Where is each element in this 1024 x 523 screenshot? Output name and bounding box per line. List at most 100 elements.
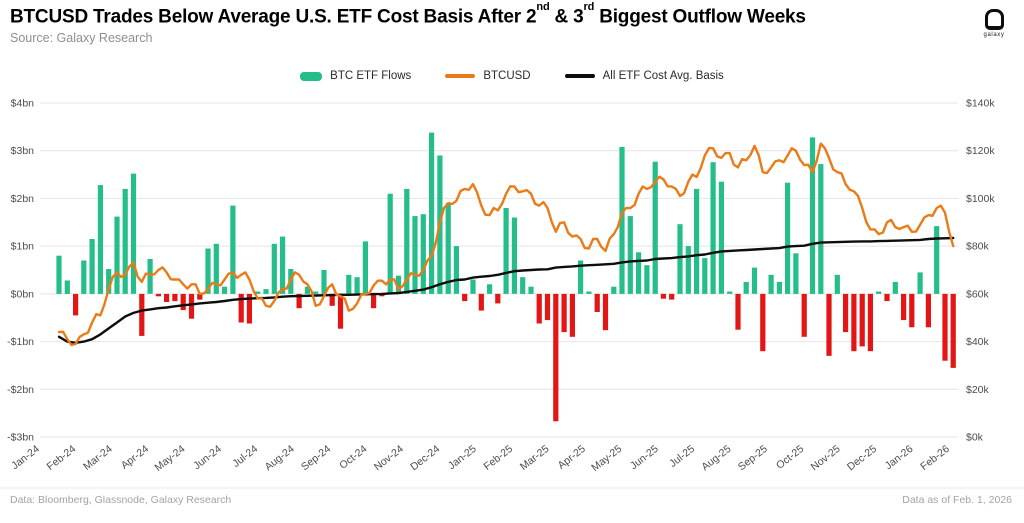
flow-bar (346, 274, 352, 294)
flow-bar (106, 269, 112, 294)
legend-label: All ETF Cost Avg. Basis (602, 70, 724, 82)
flow-bar (313, 291, 319, 294)
legend-item-btc-etf-flows: BTC ETF Flows (300, 70, 411, 82)
flow-bar (710, 162, 716, 294)
flow-bar (64, 280, 70, 294)
flow-bar (130, 173, 137, 294)
flow-bar (97, 185, 103, 294)
flow-bar (371, 293, 377, 309)
x-tick: Mar-24 (81, 443, 115, 473)
flow-bar (602, 293, 609, 331)
x-tick: Oct-25 (774, 443, 806, 472)
flow-bar (213, 243, 219, 294)
flow-bar (751, 267, 758, 294)
flow-bar (280, 236, 286, 294)
x-tick: Aug-25 (699, 443, 733, 473)
x-axis-ticks: Jan-24 Feb-24 Mar-24 Apr-24 May-24 Jun-24 Jul-… (9, 443, 952, 474)
legend-swatch-bar (300, 71, 323, 81)
flow-bar (271, 243, 277, 294)
flow-bar (230, 205, 236, 294)
y-left-tick: -$1bn (7, 336, 34, 348)
flow-bar (139, 293, 145, 336)
x-tick: Jul-24 (230, 443, 260, 470)
flow-bar (636, 252, 642, 294)
flow-bar (337, 293, 344, 329)
flow-bar (520, 277, 526, 294)
flow-bar (768, 274, 774, 294)
flow-bar (901, 293, 907, 321)
y-right-tick: $100k (966, 193, 995, 205)
flow-bar (470, 279, 476, 294)
flow-bar (503, 208, 509, 294)
x-tick: Oct-24 (337, 443, 369, 472)
x-tick: Jun-24 (191, 443, 224, 472)
x-tick: Aug-24 (263, 443, 297, 473)
y-left-tick: $4bn (11, 98, 35, 110)
flow-bar (818, 164, 824, 294)
flow-bar (114, 216, 120, 294)
flow-bar (934, 226, 940, 294)
legend-label: BTC ETF Flows (330, 70, 412, 82)
flow-bar (404, 188, 410, 294)
flow-bar (826, 293, 832, 356)
y-right-tick: $40k (966, 336, 990, 348)
x-tick: Jun-25 (628, 443, 661, 472)
gridlines-and-yticks: $4bn $140k $3bn $120k $2bn $100k $1bn $80k $0bn $… (7, 98, 995, 444)
galaxy-logo-icon (984, 9, 1004, 30)
flow-bar (785, 182, 791, 294)
flow-bar (197, 293, 203, 300)
flow-bar (205, 248, 211, 294)
flow-bar (892, 281, 898, 294)
x-tick: May-24 (152, 443, 187, 474)
flow-bar (867, 293, 873, 352)
flow-bar (727, 291, 733, 294)
etf-flow-bars (56, 132, 956, 422)
y-left-tick: $1bn (11, 241, 35, 253)
flow-bar (172, 293, 178, 302)
flow-bar (859, 293, 865, 347)
data-sources-label: Data: Bloomberg, Glassnode, Galaxy Resea… (10, 494, 232, 506)
flow-bar (387, 193, 393, 294)
flow-bar (925, 293, 931, 328)
flow-bar (255, 291, 261, 294)
y-right-tick: $20k (966, 384, 990, 396)
flow-bar (876, 291, 882, 294)
flow-bar (702, 258, 708, 294)
flow-bar (246, 293, 252, 324)
flow-bar (909, 293, 915, 328)
flow-bar (553, 293, 559, 422)
x-tick: Sep-24 (299, 443, 333, 473)
flow-bar (660, 293, 666, 299)
flow-bar (743, 281, 749, 294)
flow-bar (586, 291, 592, 294)
flow-bar (155, 293, 161, 297)
page-title: BTCUSD Trades Below Average U.S. ETF Cos… (10, 1, 806, 28)
x-tick: Nov-25 (809, 443, 843, 473)
flow-bar (296, 293, 302, 309)
legend-swatch-line (445, 74, 476, 78)
flow-bar (644, 265, 650, 294)
flow-bar (718, 181, 724, 294)
flow-bar (917, 272, 923, 294)
y-left-tick: -$2bn (7, 384, 34, 396)
flow-bar (362, 241, 368, 294)
flow-bar (321, 270, 327, 294)
source-label: Source: Galaxy Research (10, 31, 153, 46)
x-tick: Nov-24 (372, 443, 406, 473)
x-tick: Apr-25 (556, 443, 588, 472)
flow-bar (834, 274, 840, 294)
flow-bar (147, 259, 153, 294)
y-right-tick: $60k (966, 288, 990, 300)
flow-bar (495, 293, 501, 304)
flow-bar (180, 293, 186, 311)
flow-bar (89, 239, 95, 294)
y-left-tick: $0bn (11, 288, 35, 300)
flow-bar (304, 286, 310, 294)
y-right-tick: $80k (966, 241, 990, 253)
flow-bar (238, 293, 244, 323)
flow-bar (735, 293, 741, 330)
flow-bar (81, 260, 87, 294)
flow-bar (453, 246, 459, 294)
flow-bar (429, 132, 435, 294)
